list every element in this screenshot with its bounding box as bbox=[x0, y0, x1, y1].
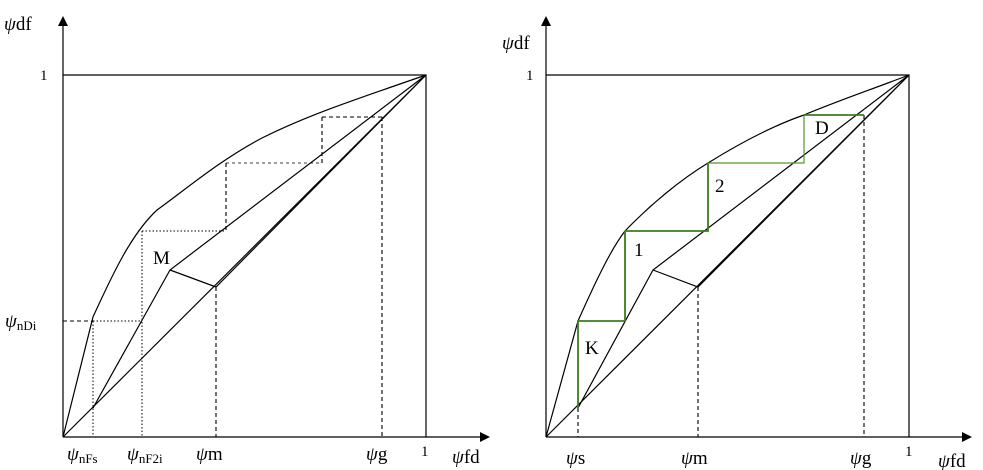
left-one-x: 1 bbox=[421, 444, 429, 460]
left-psi-nDi: ψnDi bbox=[5, 311, 37, 333]
right-one-x: 1 bbox=[905, 444, 913, 460]
left-psi-nFs: ψnFs bbox=[67, 444, 98, 466]
right-psi-g: ψg bbox=[850, 448, 872, 469]
right-y-axis-label: ψdf bbox=[502, 33, 530, 54]
left-y-axis-label: ψdf bbox=[4, 14, 32, 35]
right-stage-k bbox=[577, 231, 626, 408]
left-operating-line-lower bbox=[169, 74, 427, 288]
left-point-m: M bbox=[153, 248, 170, 269]
right-one-y: 1 bbox=[526, 68, 534, 84]
right-stage-1-label: 1 bbox=[634, 240, 644, 261]
right-x-axis-label: ψfd bbox=[938, 451, 966, 470]
right-stage-d-label: D bbox=[815, 118, 829, 139]
right-stage-k-label: K bbox=[585, 338, 599, 359]
left-psi-nF2i: ψnF2i bbox=[127, 444, 163, 466]
right-panel: ψdf 1 1 ψfd K 1 2 D ψs ψm ψg bbox=[502, 16, 972, 470]
right-psi-s: ψs bbox=[566, 448, 585, 469]
right-psi-m: ψm bbox=[681, 448, 708, 469]
left-panel: ψdf 1 1 ψfd M ψnDi ψnFs ψnF2i ψm ψg bbox=[4, 14, 490, 468]
left-psi-g: ψg bbox=[366, 444, 388, 465]
right-stage-2-label: 2 bbox=[715, 176, 725, 197]
left-psi-m: ψm bbox=[196, 444, 223, 465]
right-stage-1 bbox=[625, 163, 709, 232]
right-operating-line-lower bbox=[652, 74, 910, 288]
right-stage-2 bbox=[708, 115, 805, 164]
left-equilibrium-curve bbox=[62, 74, 427, 438]
left-x-axis-label: ψfd bbox=[452, 447, 480, 468]
left-one-y: 1 bbox=[40, 68, 48, 84]
